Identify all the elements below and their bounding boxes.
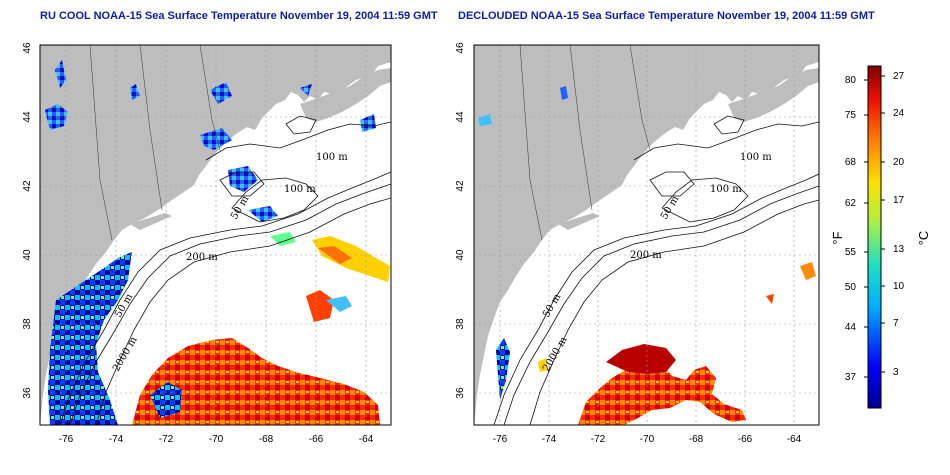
coastal-band-right (496, 338, 510, 400)
grid-right (474, 45, 819, 425)
x-tick-label: -70 (640, 434, 655, 445)
x-tick-label: -64 (787, 434, 802, 445)
colorbar-gradient (867, 65, 882, 409)
warm-core-ring (606, 344, 676, 374)
fahrenheit-tick: 62 (845, 198, 857, 209)
celsius-tick: 3 (893, 367, 899, 378)
map-frame-left (39, 44, 392, 426)
y-tick-label: 44 (22, 111, 33, 123)
y-tick-label: 44 (455, 111, 466, 123)
fahrenheit-tick: 37 (845, 372, 857, 383)
y-tick-label: 46 (22, 42, 33, 54)
long-island-land (130, 213, 172, 230)
state-borders-right (519, 45, 651, 241)
x-axis-right: -76 -74 -72 -70 -68 -66 -64 (493, 434, 802, 445)
y-tick-label: 46 (455, 42, 466, 54)
state-borders-left (89, 45, 221, 241)
y-tick-label: 38 (455, 318, 466, 330)
colorbar: 80 75 68 62 55 50 44 37 27 24 20 17 13 1… (830, 65, 931, 409)
isobath-label: 200 m (630, 250, 662, 261)
right-map: 100 m 100 m 50 m 200 m 50 m 2000 m -76 -… (455, 42, 820, 445)
isobath-label: 100 m (710, 184, 742, 195)
fahrenheit-unit-label: °F (830, 231, 845, 244)
celsius-tick: 24 (893, 108, 905, 119)
y-tick-label: 42 (455, 180, 466, 192)
isobath-label: 200 m (186, 252, 218, 263)
fahrenheit-tick: 55 (845, 247, 857, 258)
x-tick-label: -64 (359, 434, 374, 445)
coastline-land (40, 45, 391, 425)
x-tick-label: -72 (159, 434, 174, 445)
left-panel-title: RU COOL NOAA-15 Sea Surface Temperature … (40, 10, 438, 22)
left-map: 100 m 100 m 50 m 200 m 50 m 2000 m -76 -… (22, 42, 392, 445)
isobaths-right (493, 115, 819, 425)
fahrenheit-tick: 75 (845, 110, 857, 121)
celsius-tick: 27 (893, 71, 905, 82)
celsius-tick: 17 (893, 195, 905, 206)
grid-left (40, 45, 391, 425)
fahrenheit-tick: 44 (845, 322, 857, 333)
x-tick-label: -76 (59, 434, 74, 445)
y-tick-label: 40 (455, 249, 466, 261)
celsius-unit-label: °C (916, 231, 931, 246)
remaining-patches-right (478, 86, 816, 372)
fahrenheit-tick: 68 (845, 157, 857, 168)
nova-scotia-land (300, 68, 391, 122)
isobath-label: 100 m (740, 152, 772, 163)
map-frame-right (473, 44, 820, 426)
fahrenheit-tick: 80 (845, 75, 857, 86)
x-tick-label: -72 (591, 434, 606, 445)
x-tick-label: -68 (689, 434, 704, 445)
x-axis-left: -76 -74 -72 -70 -68 -66 -64 (59, 434, 374, 445)
celsius-tick: 13 (893, 244, 905, 255)
isobath-label: 100 m (284, 184, 316, 195)
y-tick-label: 36 (455, 387, 466, 399)
x-tick-label: -70 (209, 434, 224, 445)
x-tick-label: -66 (738, 434, 753, 445)
y-tick-label: 40 (22, 249, 33, 261)
gulf-stream-warm (132, 338, 380, 425)
long-island-land (558, 213, 600, 230)
y-tick-label: 42 (22, 180, 33, 192)
coastal-cold-band (48, 252, 132, 425)
coastline-land (474, 45, 819, 425)
y-tick-label: 38 (22, 318, 33, 330)
nova-scotia-land (728, 68, 819, 122)
y-tick-label: 36 (22, 387, 33, 399)
cloud-contamination-left (45, 60, 376, 222)
right-panel-title: DECLOUDED NOAA-15 Sea Surface Temperatur… (458, 10, 875, 22)
y-axis-right: 46 44 42 40 38 36 (455, 42, 466, 399)
fahrenheit-tick: 50 (845, 282, 857, 293)
isobath-label: 100 m (316, 152, 348, 163)
celsius-tick: 7 (893, 318, 899, 329)
gulf-stream-warm (578, 356, 746, 425)
celsius-tick: 10 (893, 281, 905, 292)
slope-water-patches (270, 232, 390, 322)
x-tick-label: -74 (542, 434, 557, 445)
y-axis-left: 46 44 42 40 38 36 (22, 42, 33, 399)
x-tick-label: -66 (309, 434, 324, 445)
x-tick-label: -76 (493, 434, 508, 445)
x-tick-label: -68 (259, 434, 274, 445)
isobaths-left (59, 115, 391, 425)
celsius-tick: 20 (893, 157, 905, 168)
x-tick-label: -74 (109, 434, 124, 445)
